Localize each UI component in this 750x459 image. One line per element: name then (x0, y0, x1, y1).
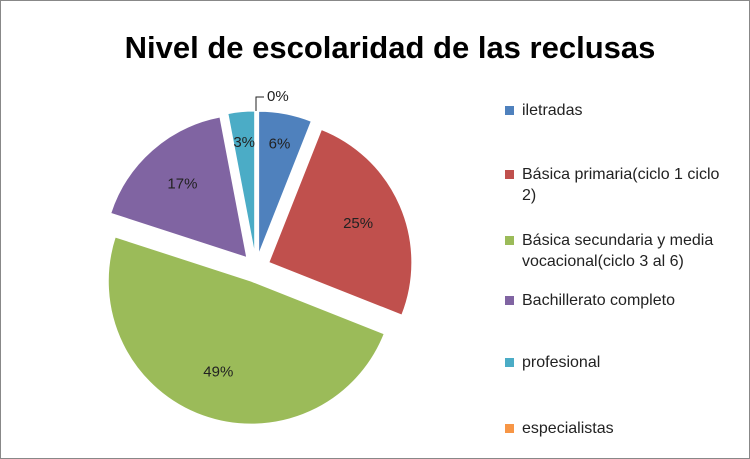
pie-slice (107, 236, 385, 425)
data-label: 6% (269, 136, 291, 153)
legend-swatch (505, 424, 514, 433)
data-label: 0% (267, 88, 289, 105)
legend-label: especialistas (522, 420, 614, 437)
data-label: 49% (203, 364, 233, 381)
data-label: 17% (167, 176, 197, 193)
legend-swatch (505, 170, 514, 179)
legend-swatch (505, 106, 514, 115)
legend-entry: especialistas (505, 418, 740, 439)
legend-entry: Básica primaria(ciclo 1 ciclo 2) (505, 164, 740, 206)
legend-label: Bachillerato completo (522, 292, 675, 309)
leader-line (255, 96, 264, 111)
pie-slice (268, 128, 413, 316)
legend-entry: iletradas (505, 100, 740, 121)
legend-swatch (505, 358, 514, 367)
legend-swatch (505, 296, 514, 305)
data-label: 25% (343, 215, 373, 232)
legend-label: profesional (522, 354, 601, 371)
pie-slice (110, 116, 248, 259)
legend-entry: Básica secundaria y media vocacional(cic… (505, 230, 740, 272)
legend-label: Básica secundaria y media vocacional(cic… (522, 232, 714, 270)
legend-label: Básica primaria(ciclo 1 ciclo 2) (522, 166, 720, 204)
pie-slice (227, 110, 256, 255)
legend-swatch (505, 236, 514, 245)
pie-slice (258, 110, 312, 255)
legend-label: iletradas (522, 102, 583, 119)
chart-title: Nivel de escolaridad de las reclusas (125, 30, 656, 65)
legend-entry: Bachillerato completo (505, 290, 740, 311)
data-label: 3% (233, 134, 255, 151)
legend-entry: profesional (505, 352, 740, 373)
